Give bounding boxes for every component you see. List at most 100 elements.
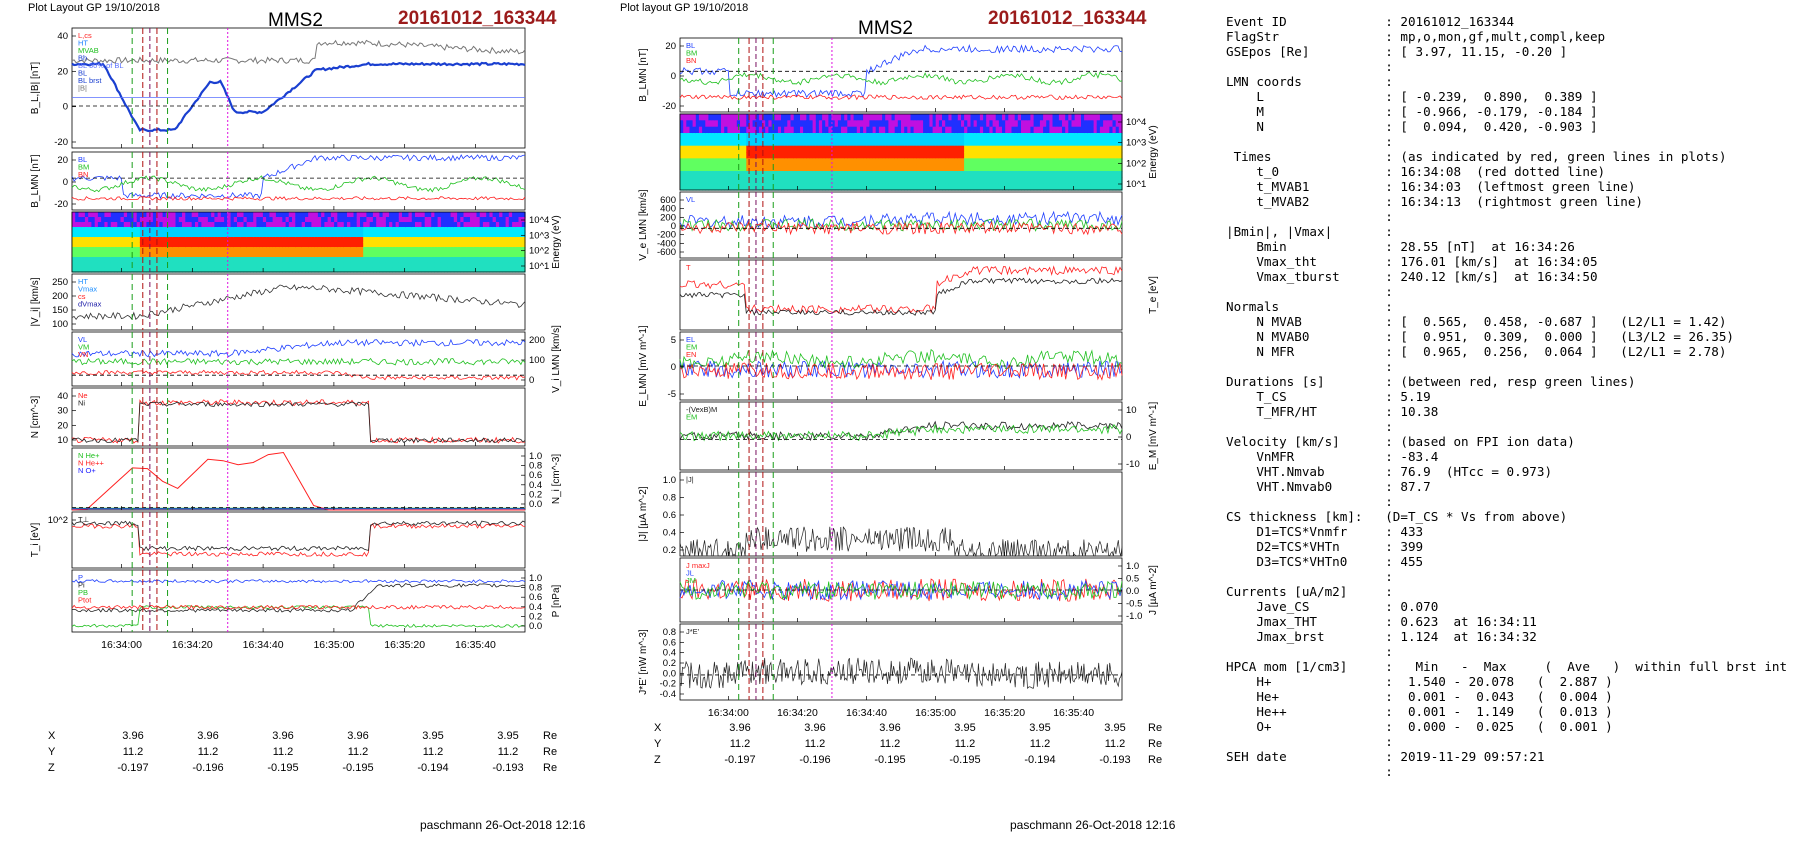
- spectrogram-cell: [295, 232, 300, 238]
- spectrogram-cell: [853, 183, 858, 191]
- spectrogram-cell: [961, 171, 965, 178]
- spectrogram-cell: [282, 257, 287, 263]
- spectrogram-cell: [311, 237, 316, 243]
- spectrogram-cell: [746, 164, 751, 172]
- spectrogram-cell: [499, 222, 503, 228]
- spectrogram-cell: [214, 242, 219, 248]
- spectrogram-cell: [1039, 183, 1044, 191]
- spectrogram-cell: [266, 222, 270, 228]
- spectrogram-cell: [246, 247, 251, 253]
- spectrogram-cell: [172, 242, 177, 248]
- spectrogram-cell: [907, 126, 912, 134]
- spectrogram-cell: [372, 262, 377, 268]
- spectrogram-cell: [382, 217, 387, 223]
- spectrogram-cell: [295, 262, 300, 268]
- spectrogram-cell: [1014, 152, 1019, 159]
- spectrogram-cell: [120, 247, 125, 253]
- spectrogram-cell: [929, 177, 934, 185]
- spectrogram-cell: [502, 257, 507, 263]
- spectrogram-cell: [327, 212, 332, 218]
- spectrogram-cell: [282, 252, 287, 258]
- spectrogram-cell: [724, 139, 728, 147]
- spectrogram-cell: [755, 120, 760, 128]
- spectrogram-cell: [369, 257, 374, 263]
- spectrogram-cell: [489, 237, 494, 243]
- spectrogram-cell: [1033, 158, 1038, 166]
- spectrogram-cell: [246, 237, 251, 243]
- spectrogram-cell: [262, 252, 267, 258]
- spectrogram-cell: [853, 177, 858, 185]
- spectrogram-cell: [340, 217, 345, 223]
- spectrogram-cell: [123, 242, 128, 248]
- spectrogram-cell: [1071, 177, 1076, 185]
- spectrogram-cell: [683, 177, 687, 185]
- y-tick-label: 0.6: [529, 592, 542, 603]
- spectrogram-cell: [101, 242, 105, 248]
- spectrogram-cell: [948, 158, 953, 166]
- spectrogram-cell: [1081, 126, 1085, 134]
- info-line: VHT.Nmvab : 76.9 (HTcc = 0.973): [1226, 464, 1553, 479]
- spectrogram-cell: [97, 227, 102, 233]
- spectrogram-cell: [178, 262, 183, 268]
- spectrogram-cell: [692, 139, 697, 147]
- spectrogram-cell: [437, 247, 442, 253]
- spectrogram-cell: [453, 217, 458, 223]
- spectrogram-cell: [1046, 183, 1050, 191]
- spectrogram-cell: [787, 139, 792, 147]
- spectrogram-cell: [910, 152, 915, 159]
- spectrogram-cell: [910, 183, 915, 191]
- spectrogram-cell: [809, 120, 814, 128]
- spectrogram-cell: [1002, 139, 1006, 147]
- spectrogram-cell: [714, 177, 719, 185]
- spectrogram-cell: [392, 262, 397, 268]
- spectrogram-cell: [169, 227, 173, 233]
- spectrogram-cell: [1030, 145, 1035, 153]
- spectrogram-cell: [730, 177, 735, 185]
- spectrogram-cell: [460, 222, 465, 228]
- spectrogram-cell: [337, 267, 342, 273]
- spectrogram-cell: [495, 267, 500, 273]
- coord-unit: Re: [1148, 738, 1163, 750]
- spectrogram-cell: [743, 164, 747, 172]
- spectrogram-cell: [1106, 158, 1110, 166]
- spectrogram-cell: [279, 217, 283, 223]
- spectrogram-cell: [926, 177, 931, 185]
- spectrogram-cell: [929, 114, 934, 121]
- spectrogram-cell: [314, 242, 319, 248]
- spectrogram-cell: [321, 242, 325, 248]
- spectrogram-cell: [81, 237, 86, 243]
- spectrogram-cell: [499, 227, 503, 233]
- y-tick-label: 10^2: [1126, 158, 1146, 169]
- spectrogram-cell: [1081, 177, 1085, 185]
- spectrogram-cell: [505, 262, 510, 268]
- spectrogram-cell: [188, 227, 193, 233]
- spectrogram-cell: [989, 145, 994, 153]
- spectrogram-cell: [188, 262, 193, 268]
- y-tick-label: 0.5: [1126, 574, 1139, 585]
- spectrogram-cell: [279, 212, 283, 218]
- spectrogram-cell: [1033, 152, 1038, 159]
- spectrogram-cell: [340, 252, 345, 258]
- spectrogram-cell: [916, 120, 921, 128]
- spectrogram-cell: [1024, 145, 1028, 153]
- spectrogram-cell: [482, 242, 487, 248]
- spectrogram-cell: [127, 242, 131, 248]
- spectrogram-cell: [84, 242, 89, 248]
- spectrogram-cell: [288, 227, 293, 233]
- spectrogram-cell: [1005, 139, 1009, 147]
- spectrogram-cell: [440, 227, 445, 233]
- spectrogram-cell: [758, 133, 763, 140]
- spectrogram-cell: [1002, 183, 1006, 191]
- spectrogram-cell: [327, 242, 332, 248]
- spectrogram-cell: [844, 164, 848, 172]
- spectrogram-cell: [765, 133, 769, 140]
- spectrogram-cell: [683, 171, 687, 178]
- spectrogram-cell: [1109, 133, 1114, 140]
- spectrogram-cell: [705, 145, 710, 153]
- trace-JM: [679, 579, 1123, 601]
- spectrogram-cell: [784, 133, 788, 140]
- spectrogram-cell: [995, 164, 1000, 172]
- spectrogram-cell: [1093, 177, 1098, 185]
- spectrogram-cell: [752, 183, 757, 191]
